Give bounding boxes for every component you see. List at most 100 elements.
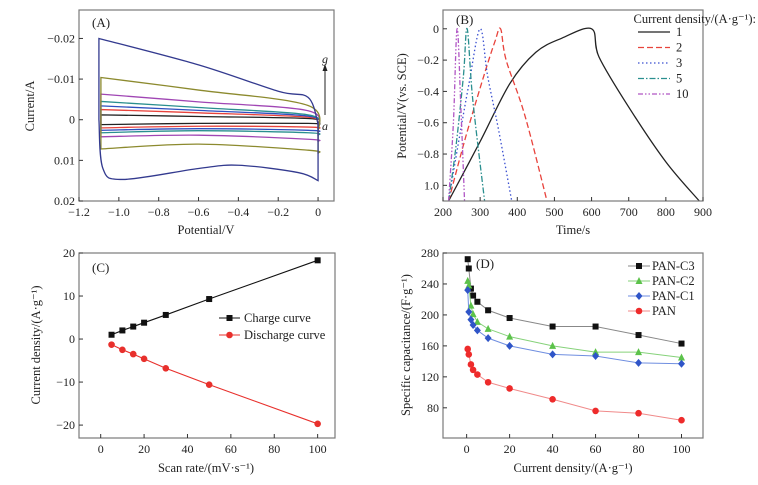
panel-b-plot: 200 300 400 500 600 700 800 900 0 −0.2 −0.4 −0.6 −0.… — [417, 9, 712, 219]
gcd-curve-1 — [447, 27, 700, 202]
panel-d-label: (D) — [476, 256, 494, 271]
panel-d-xtick-label: 20 — [504, 442, 516, 456]
panel-b-ytick-label: −0.2 — [417, 53, 439, 67]
legend-label: PAN-C3 — [652, 259, 695, 273]
data-point — [506, 315, 513, 322]
legend-label: PAN-C1 — [652, 289, 695, 303]
data-point — [592, 407, 599, 415]
panel-c-xtick-label: 40 — [181, 442, 193, 456]
data-point — [484, 324, 492, 332]
panel-a-arrow-head — [322, 64, 328, 71]
panel-d-xlabel: Current density/(A·g⁻¹) — [513, 461, 632, 475]
panel-c-xtick-label: 80 — [268, 442, 280, 456]
data-point — [108, 341, 115, 348]
panel-b-xtick-label: 800 — [657, 205, 675, 219]
data-point — [549, 350, 557, 359]
data-point — [549, 323, 556, 330]
panel-b-ytick-label: −0.8 — [417, 147, 439, 161]
data-point — [506, 332, 514, 340]
legend-label: PAN-C2 — [652, 274, 695, 288]
legend-label: PAN — [652, 304, 676, 318]
panel-c-ylabel: Current density/(A·g⁻¹) — [29, 285, 43, 404]
panel-c-ytick-label: 10 — [63, 289, 75, 303]
panel-a-arrow: g a — [322, 52, 328, 133]
legend-marker — [635, 292, 643, 300]
panel-c-axes-frame — [78, 252, 336, 439]
panel-d-ytick-label: 280 — [421, 246, 439, 260]
data-point — [635, 348, 643, 356]
panel-d-capacitance: 0 20 40 60 80 100 80 120 160 200 240 280 (D) Curren… — [399, 246, 704, 475]
data-point — [464, 345, 472, 353]
panel-b-xtick-label: 300 — [471, 205, 489, 219]
panel-b-xtick-label: 500 — [545, 205, 563, 219]
panel-a-ytick-label: −0.02 — [47, 31, 75, 45]
data-point — [592, 351, 600, 360]
legend-label-1: 1 — [676, 25, 682, 39]
panel-a-label: (A) — [92, 15, 110, 30]
data-point — [484, 378, 492, 386]
cv-curve-g — [98, 37, 319, 182]
panel-a-ylabel: Current/A — [23, 81, 37, 132]
data-point — [465, 281, 473, 289]
panel-d-xtick-label: 80 — [633, 442, 645, 456]
legend-marker — [636, 263, 642, 269]
panel-c-xtick-label: 0 — [98, 442, 104, 456]
data-point — [141, 319, 148, 326]
panel-d-xtick-label: 100 — [673, 442, 691, 456]
legend-label-10: 10 — [676, 87, 689, 101]
data-point — [469, 366, 477, 374]
panel-d-ytick-label: 120 — [421, 370, 439, 384]
panel-b-ytick-label: 1.0 — [424, 178, 439, 192]
data-point — [473, 326, 481, 335]
panel-a-xtick-label: −1.2 — [68, 205, 90, 219]
panel-d-ytick-label: 160 — [421, 339, 439, 353]
panel-b-axes-frame — [442, 9, 704, 202]
panel-a-xtick-label: 0 — [315, 205, 321, 219]
data-point — [108, 331, 115, 338]
panel-b-xtick-label: 900 — [694, 205, 712, 219]
panel-a-ytick-label: 0.01 — [54, 153, 75, 167]
data-point — [140, 355, 148, 363]
panel-b-legend: Current density/(A·g⁻¹): 1 23 510 — [634, 12, 756, 101]
data-point — [130, 323, 137, 330]
panel-c-legend: Charge curve Discharge curve — [219, 311, 326, 342]
legend-marker — [226, 315, 233, 321]
panel-c-label: (C) — [92, 260, 109, 275]
panel-c-ytick-label: 0 — [69, 332, 75, 346]
data-point — [678, 359, 686, 368]
panel-a-ytick-label: 0.02 — [54, 194, 75, 208]
panel-b-legend-title: Current density/(A·g⁻¹): — [634, 12, 756, 26]
data-point — [635, 358, 643, 367]
data-point — [314, 257, 321, 264]
data-point — [678, 416, 685, 424]
data-point — [470, 292, 477, 299]
data-point — [485, 307, 492, 314]
panel-a-plot: −1.2 −1.0 −0.8 −0.6 −0.4 −0.2 0 −0.02 −0.01 0 0.01… — [47, 9, 335, 219]
series-line-3 — [467, 348, 682, 421]
data-point — [678, 340, 685, 347]
data-point — [474, 298, 481, 305]
panel-a-xtick-label: −1.0 — [108, 205, 130, 219]
legend-label: Charge curve — [244, 311, 311, 325]
panel-a-cv-curves: −1.2 −1.0 −0.8 −0.6 −0.4 −0.2 0 −0.02 −0.01 0 0.01… — [23, 9, 335, 237]
panel-b-ytick-label: −0.6 — [417, 116, 439, 130]
panel-d-xtick-label: 40 — [547, 442, 559, 456]
gcd-curve-10 — [447, 28, 466, 202]
data-point — [635, 332, 642, 339]
data-point — [506, 341, 514, 350]
data-point — [465, 307, 473, 316]
panel-d-ytick-label: 200 — [421, 308, 439, 322]
panel-b-ytick-label: −0.4 — [417, 84, 439, 98]
data-point — [465, 351, 473, 358]
data-point — [464, 286, 472, 295]
panel-a-xtick-label: −0.6 — [188, 205, 210, 219]
panel-a-ytick-label: −0.01 — [47, 72, 75, 86]
data-point — [465, 265, 472, 272]
panel-d-ytick-label: 80 — [427, 401, 439, 415]
panel-a-xtick-label: −0.8 — [148, 205, 170, 219]
gcd-curve-3 — [447, 28, 513, 202]
gcd-curve-2 — [447, 27, 548, 202]
